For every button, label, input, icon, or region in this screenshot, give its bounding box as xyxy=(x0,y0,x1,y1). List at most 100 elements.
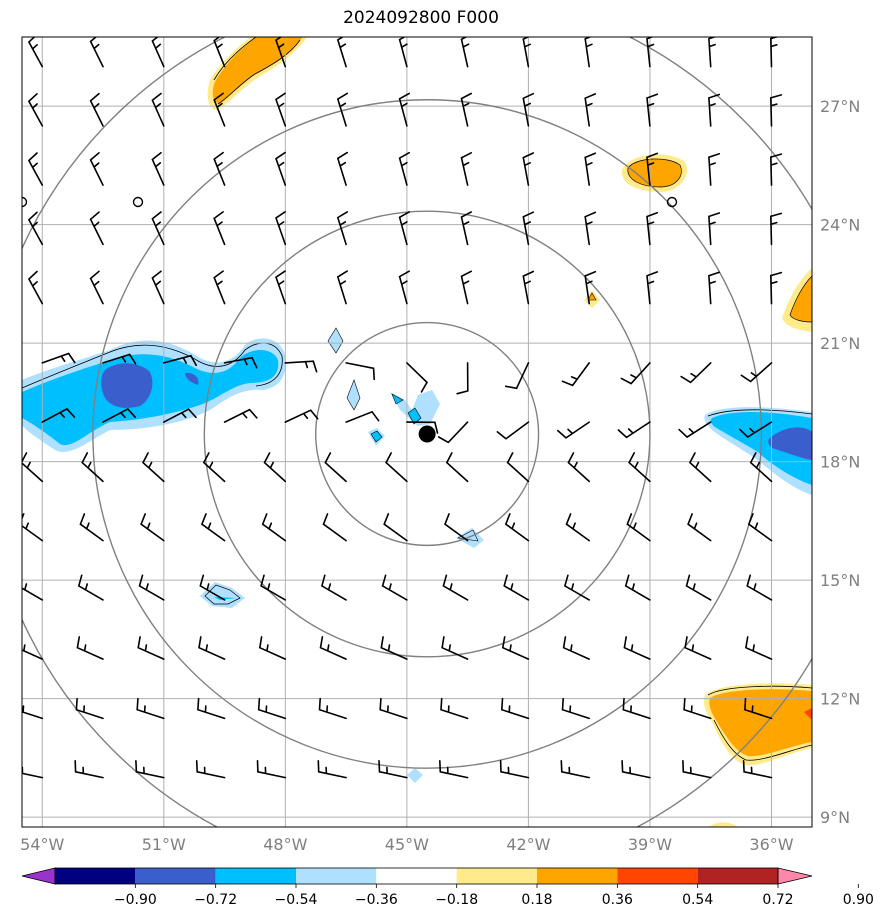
wind-barb xyxy=(320,574,347,601)
wind-barb xyxy=(197,697,226,720)
wind-barb xyxy=(151,151,165,186)
wind-barb xyxy=(22,766,44,779)
wind-barb xyxy=(742,760,773,779)
wind-barb xyxy=(561,697,590,720)
colorbar-segment xyxy=(376,868,457,884)
gridlines xyxy=(22,37,812,827)
wind-barb xyxy=(683,697,712,720)
colorbar-segment xyxy=(617,868,698,884)
wind-barb xyxy=(319,636,347,660)
wind-barb xyxy=(136,697,165,720)
wind-barb xyxy=(584,93,597,127)
colorbar-segment xyxy=(55,868,136,884)
wind-barb xyxy=(275,37,287,68)
colorbar-label: 0.72 xyxy=(762,892,793,908)
wind-barb xyxy=(646,93,659,127)
wind-barb xyxy=(708,37,717,68)
wind-barb xyxy=(27,93,44,127)
wind-barb xyxy=(284,409,319,423)
wind-barb xyxy=(140,513,165,542)
wind-barb xyxy=(623,636,651,660)
wind-barb xyxy=(275,151,287,186)
wind-barb xyxy=(626,513,651,542)
wind-barb xyxy=(505,362,530,390)
wind-barb xyxy=(22,705,44,720)
calm-circle xyxy=(22,196,28,208)
wind-barb xyxy=(345,410,380,423)
wind-barb xyxy=(317,760,347,779)
wind-barbs xyxy=(22,37,783,779)
wind-barb xyxy=(769,271,783,305)
wind-barb xyxy=(499,760,530,779)
wind-barb xyxy=(628,452,651,483)
colorbar-label: −0.18 xyxy=(435,892,478,908)
wind-barb xyxy=(275,92,287,127)
negative-anomaly-west xyxy=(22,338,286,452)
wind-barb xyxy=(708,271,721,305)
lon-tick-label: 42°W xyxy=(506,835,550,854)
wind-barb xyxy=(682,760,712,779)
wind-barb xyxy=(79,513,104,542)
wind-barb xyxy=(345,362,375,381)
wind-barb xyxy=(646,152,659,186)
wind-barb xyxy=(496,421,530,440)
wind-barb xyxy=(440,697,469,720)
colorbar-segment xyxy=(215,868,296,884)
wind-barb xyxy=(460,270,472,305)
wind-barb xyxy=(163,354,197,367)
wind-barb xyxy=(406,362,429,393)
wind-barb xyxy=(769,153,783,186)
wind-barb xyxy=(102,353,137,365)
positive-anomaly-north xyxy=(207,37,308,110)
wind-barb xyxy=(256,760,287,779)
wind-barb xyxy=(504,513,530,542)
wind-barb xyxy=(584,152,597,186)
wind-barb xyxy=(708,212,721,246)
wind-barb xyxy=(522,92,535,127)
colorbar-segment xyxy=(537,868,618,884)
calm-circle xyxy=(132,196,144,208)
wind-barb xyxy=(503,574,530,601)
wind-barb xyxy=(261,513,287,542)
wind-barb xyxy=(336,211,348,246)
wind-barb xyxy=(740,362,773,383)
range-ring xyxy=(203,210,651,658)
wind-barb xyxy=(460,152,472,186)
wind-barb xyxy=(745,636,773,660)
wind-barb xyxy=(441,636,469,660)
colorbar-label: −0.90 xyxy=(114,892,157,908)
wind-barb xyxy=(398,151,410,186)
lon-tick-label: 51°W xyxy=(142,835,186,854)
wind-barb xyxy=(102,408,136,423)
calm-wind-markers xyxy=(22,196,678,208)
wind-barb xyxy=(27,37,44,68)
lat-tick-label: 21°N xyxy=(820,334,860,353)
wind-barb xyxy=(383,513,408,542)
wind-barb xyxy=(522,270,535,305)
wind-barb xyxy=(336,92,348,127)
wind-barb xyxy=(27,270,44,305)
positive-anomaly-northeast xyxy=(621,154,688,192)
wind-barb xyxy=(27,152,44,186)
wind-barb xyxy=(22,513,44,542)
lat-tick-label: 15°N xyxy=(820,571,860,590)
negative-anomaly-small xyxy=(200,327,484,783)
wind-barb xyxy=(318,697,347,720)
wind-barb xyxy=(398,37,408,68)
wind-barb xyxy=(202,452,226,483)
wind-barb xyxy=(41,407,76,423)
positive-anomaly-southeast xyxy=(703,683,812,827)
wind-barb xyxy=(621,760,651,779)
wind-barb xyxy=(398,270,410,305)
wind-barb xyxy=(284,360,318,373)
wind-barb xyxy=(747,513,773,542)
lon-tick-label: 36°W xyxy=(749,835,793,854)
wind-barb xyxy=(151,92,165,127)
wind-barb xyxy=(522,37,531,68)
wind-barb xyxy=(75,697,104,720)
wind-barb xyxy=(74,760,104,779)
wind-barb xyxy=(522,211,535,246)
wind-barb xyxy=(646,211,659,246)
wind-barb xyxy=(442,574,469,601)
